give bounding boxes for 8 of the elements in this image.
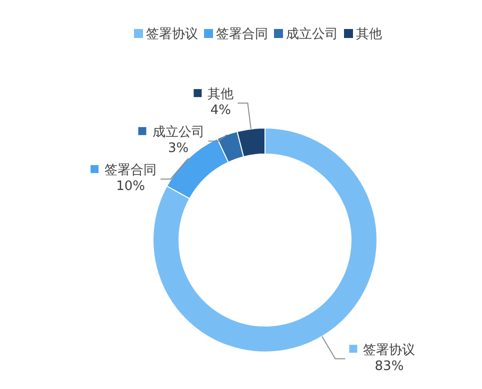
- legend-label: 成立公司: [152, 124, 204, 140]
- legend-label: 其他: [208, 87, 234, 102]
- data-label: 3%: [168, 141, 189, 156]
- data-label: 10%: [116, 179, 145, 194]
- legend-label: 签署合同: [104, 163, 157, 178]
- data-label: 83%: [374, 358, 404, 374]
- legend-label: 签署协议: [363, 342, 416, 358]
- data-label: 4%: [210, 103, 232, 118]
